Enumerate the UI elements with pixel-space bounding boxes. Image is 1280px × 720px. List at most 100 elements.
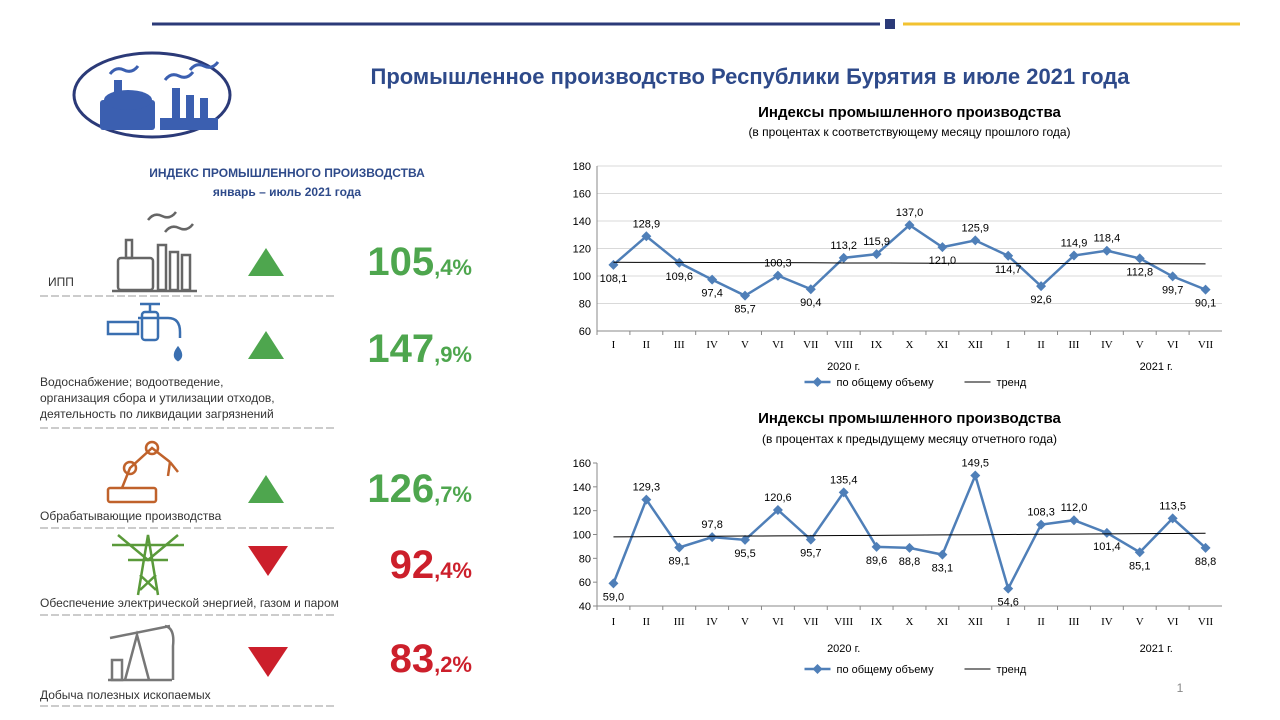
data-label: 113,2 <box>830 240 857 252</box>
data-label: 114,9 <box>1061 238 1088 250</box>
data-label: 54,6 <box>997 597 1018 609</box>
trend-line <box>613 532 1206 538</box>
marker <box>740 534 751 545</box>
data-label: 115,9 <box>863 236 890 248</box>
page-number: 1 <box>1177 681 1184 695</box>
y-tick-label: 100 <box>573 530 591 542</box>
x-tick-label: I <box>612 616 616 628</box>
data-label: 83,1 <box>932 563 953 575</box>
chart-title: Индексы промышленного производства <box>758 410 1061 427</box>
legend-marker <box>812 664 823 674</box>
x-tick-label: XI <box>937 616 949 628</box>
marker <box>674 542 685 553</box>
data-label: 109,6 <box>665 271 693 283</box>
legend-label: по общему объему <box>837 377 935 389</box>
data-label: 114,7 <box>995 264 1022 276</box>
data-label: 113,5 <box>1159 500 1186 512</box>
item-label: Обеспечение электрической энергией, газо… <box>40 596 339 610</box>
data-label: 97,8 <box>701 519 722 531</box>
x-tick-label: IX <box>871 339 883 351</box>
x-tick-label: VII <box>803 339 819 351</box>
logo <box>72 51 232 139</box>
data-label: 137,0 <box>896 207 924 219</box>
marker <box>805 534 816 545</box>
x-tick-label: II <box>1037 616 1045 628</box>
x-tick-label: III <box>1068 339 1079 351</box>
y-tick-label: 100 <box>573 271 591 283</box>
marker <box>608 578 619 589</box>
item-value: 126,7% <box>367 467 472 511</box>
trend-line <box>613 261 1206 265</box>
x-tick-label: IV <box>706 339 718 351</box>
x-tick-label: II <box>643 616 651 628</box>
trend-arrow <box>248 331 284 359</box>
item-label: Обрабатывающие производства <box>40 509 222 523</box>
data-label: 99,7 <box>1162 284 1183 296</box>
marker <box>707 532 718 543</box>
marker <box>1101 245 1112 256</box>
chart-subtitle: (в процентах к предыдущему месяцу отчетн… <box>762 432 1057 446</box>
panel-heading: ИНДЕКС ПРОМЫШЛЕННОГО ПРОИЗВОДСТВА <box>149 166 425 180</box>
data-label: 121,0 <box>929 255 957 267</box>
data-label: 120,6 <box>764 492 792 504</box>
x-tick-label: II <box>1037 339 1045 351</box>
marker <box>1003 583 1014 594</box>
item-value: 83,2% <box>390 637 472 681</box>
x-tick-label: XII <box>968 616 984 628</box>
value-int: 147 <box>367 327 434 371</box>
x-tick-label: X <box>906 616 914 628</box>
item-value: 105,4% <box>367 240 472 284</box>
marker <box>937 242 948 253</box>
page-title: Промышленное производство Республики Бур… <box>371 64 1131 89</box>
x-tick-label: VII <box>1198 339 1214 351</box>
x-tick-label: IX <box>871 616 883 628</box>
y-tick-label: 60 <box>579 326 591 338</box>
x-tick-label: VIII <box>834 339 853 351</box>
data-label: 89,6 <box>866 555 887 567</box>
top-square <box>885 19 895 29</box>
marker <box>871 541 882 552</box>
marker <box>904 220 915 231</box>
value-frac: ,9% <box>434 342 472 367</box>
marker <box>1003 250 1014 261</box>
marker <box>1167 271 1178 282</box>
x-tick-label: I <box>1006 339 1010 351</box>
data-label: 108,1 <box>600 273 628 285</box>
data-label: 135,4 <box>830 474 858 486</box>
x-tick-label: I <box>1006 616 1010 628</box>
y-tick-label: 40 <box>579 601 591 613</box>
x-group-label: 2021 г. <box>1140 361 1173 373</box>
data-label: 89,1 <box>669 555 690 567</box>
y-tick-label: 160 <box>573 189 591 201</box>
data-label: 88,8 <box>899 556 920 568</box>
x-tick-label: VI <box>772 339 784 351</box>
data-label: 112,8 <box>1126 266 1153 278</box>
y-tick-label: 120 <box>573 244 591 256</box>
data-label: 90,4 <box>800 297 821 309</box>
charts: Индексы промышленного производства (в про… <box>573 104 1222 676</box>
trend-arrow <box>248 647 288 677</box>
data-label: 90,1 <box>1195 298 1216 310</box>
marker <box>970 235 981 246</box>
x-tick-label: III <box>1068 616 1079 628</box>
item-label: Добыча полезных ископаемых <box>40 688 211 702</box>
marker <box>904 542 915 553</box>
marker <box>838 252 849 263</box>
marker <box>1167 513 1178 524</box>
legend-label: по общему объему <box>837 664 935 676</box>
item-value: 147,9% <box>367 327 472 371</box>
trend-arrow <box>248 546 288 576</box>
x-group-label: 2020 г. <box>827 643 860 655</box>
value-frac: ,2% <box>434 652 472 677</box>
data-label: 101,4 <box>1093 541 1121 553</box>
marker <box>1200 542 1211 553</box>
panel: ИПП 105,4%Водоснабжение; водоотведение,ор… <box>40 240 472 707</box>
trend-arrow <box>248 248 284 276</box>
x-tick-label: VII <box>803 616 819 628</box>
data-label: 97,4 <box>701 288 722 300</box>
x-tick-label: XI <box>937 339 949 351</box>
data-label: 85,1 <box>1129 560 1150 572</box>
y-tick-label: 180 <box>573 161 591 173</box>
data-label: 95,5 <box>734 548 755 560</box>
y-tick-label: 60 <box>579 577 591 589</box>
